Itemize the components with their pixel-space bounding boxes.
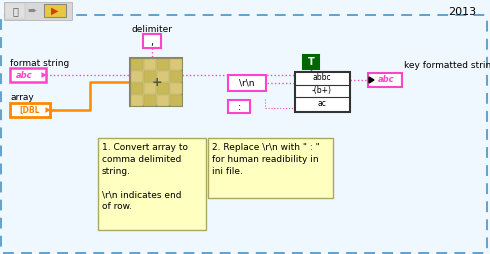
Text: abc: abc xyxy=(378,75,394,85)
Text: delimiter: delimiter xyxy=(131,25,172,35)
Bar xyxy=(170,59,182,70)
Bar xyxy=(144,59,156,70)
Bar xyxy=(131,95,143,106)
Bar xyxy=(131,71,143,82)
Bar xyxy=(208,138,333,198)
Text: key formatted string: key formatted string xyxy=(404,60,490,70)
Bar xyxy=(144,83,156,94)
Text: abc: abc xyxy=(16,71,32,80)
Text: format string: format string xyxy=(10,58,69,68)
Bar xyxy=(170,71,182,82)
Bar xyxy=(157,95,169,106)
Bar xyxy=(228,100,250,113)
Bar xyxy=(10,68,46,82)
Bar xyxy=(131,83,143,94)
Text: 1. Convert array to
comma delimited
string.

\r\n indicates end
of row.: 1. Convert array to comma delimited stri… xyxy=(102,143,188,211)
Bar xyxy=(170,95,182,106)
FancyBboxPatch shape xyxy=(1,15,487,253)
Text: :: : xyxy=(237,102,241,112)
Bar xyxy=(144,95,156,106)
Text: array: array xyxy=(10,93,34,103)
Text: ▶: ▶ xyxy=(51,6,59,16)
Bar xyxy=(303,55,319,69)
Text: abbc: abbc xyxy=(313,73,331,83)
Bar xyxy=(131,59,143,70)
Bar xyxy=(44,4,66,17)
Bar xyxy=(98,138,206,230)
Text: -(b+): -(b+) xyxy=(312,87,332,96)
Bar xyxy=(157,83,169,94)
Text: \r\n: \r\n xyxy=(239,78,255,87)
Bar xyxy=(4,2,72,20)
Bar xyxy=(157,71,169,82)
Bar xyxy=(295,72,350,112)
Bar xyxy=(130,58,182,106)
Text: +: + xyxy=(152,76,162,89)
Bar xyxy=(144,71,156,82)
Text: ac: ac xyxy=(318,100,326,108)
Text: 2. Replace \r\n with " : "
for human readibility in
ini file.: 2. Replace \r\n with " : " for human rea… xyxy=(212,143,320,176)
Text: ✋: ✋ xyxy=(12,6,18,16)
Text: T: T xyxy=(308,57,315,67)
Text: ➨: ➨ xyxy=(27,6,37,16)
Text: 2013: 2013 xyxy=(448,7,476,17)
Bar xyxy=(368,73,402,87)
Bar xyxy=(157,59,169,70)
Text: [DBL: [DBL xyxy=(20,105,40,115)
Bar xyxy=(5,3,25,19)
Bar xyxy=(228,75,266,91)
Bar xyxy=(143,34,161,48)
Text: ,: , xyxy=(150,37,153,46)
Bar xyxy=(170,83,182,94)
Bar xyxy=(10,103,50,117)
Polygon shape xyxy=(369,77,374,83)
